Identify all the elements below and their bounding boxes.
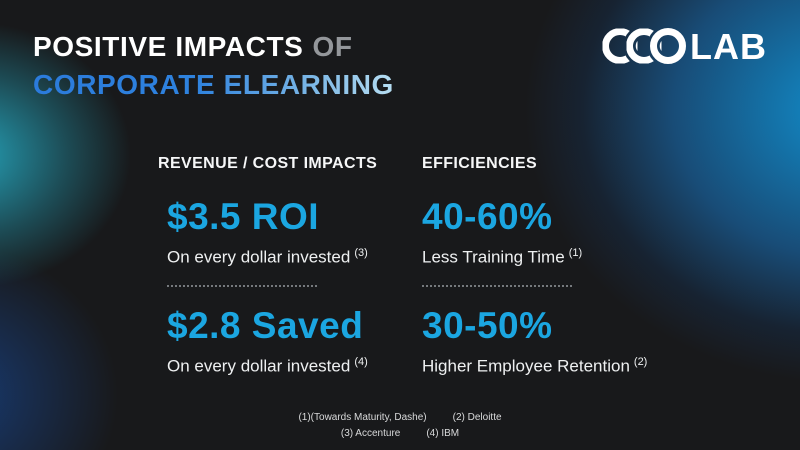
column-heading-efficiencies: EFFICIENCIES [422, 155, 538, 172]
dotted-divider-left [167, 284, 317, 287]
logo-wordmark: LAB [690, 26, 767, 66]
footnote-item-2: (2) Deloitte [452, 412, 502, 423]
footnote-ref-4: (4) [354, 355, 368, 368]
stat-roi: $3.5 ROI On every dollar invested (3) [167, 197, 408, 268]
footnote-ref-3: (3) [354, 247, 368, 259]
stat-label-text: Higher Employee Retention [422, 356, 630, 376]
dotted-divider-right [422, 284, 572, 287]
stat-retention: 30-50% Higher Employee Retention (2) [422, 306, 722, 377]
stat-label-training-time: Less Training Time (1) [422, 243, 722, 268]
stat-label-roi: On every dollar invested (3) [167, 243, 408, 268]
stat-label-saved: On every dollar invested (4) [167, 352, 408, 377]
stat-value-saved: $2.8 Saved [167, 304, 364, 346]
stat-label-text: On every dollar invested [167, 247, 351, 267]
column-heading-revenue: REVENUE / COST IMPACTS [158, 155, 378, 172]
footnote-line-1: (1)(Towards Maturity, Dashe) (2) Deloitte [0, 410, 800, 426]
stat-label-retention: Higher Employee Retention (2) [422, 352, 722, 377]
column-revenue-cost: REVENUE / COST IMPACTS $3.5 ROI On every… [158, 155, 408, 376]
logo-rings-icon: LAB [602, 26, 767, 66]
column-efficiencies: EFFICIENCIES 40-60% Less Training Time (1… [422, 155, 722, 376]
stat-value-training-time: 40-60% [422, 196, 553, 237]
stat-value-roi: $3.5 ROI [167, 196, 320, 237]
footnote-item-3: (3) Accenture [340, 428, 401, 439]
stat-saved: $2.8 Saved On every dollar invested (4) [167, 306, 408, 377]
stat-training-time: 40-60% Less Training Time (1) [422, 197, 722, 268]
stat-value-retention: 30-50% [422, 304, 553, 346]
footnote-item-1: (1)(Towards Maturity, Dashe) [298, 412, 427, 423]
stat-label-text: On every dollar invested [167, 356, 351, 376]
ooolab-logo: LAB [600, 26, 776, 66]
footnote-item-4: (4) IBM [426, 428, 460, 439]
footnote-ref-1: (1) [568, 247, 583, 259]
title-line1-accent: OF [312, 31, 353, 62]
title-line-2: CORPORATE ELEARNING [33, 66, 394, 104]
footnotes: (1)(Towards Maturity, Dashe) (2) Deloitte… [0, 410, 800, 442]
slide-title: POSITIVE IMPACTS OF CORPORATE ELEARNING [33, 28, 394, 104]
stat-label-text: Less Training Time [422, 247, 565, 267]
footnote-line-2: (3) Accenture (4) IBM [0, 426, 800, 442]
title-line1-main: POSITIVE IMPACTS [33, 31, 304, 62]
title-line-1: POSITIVE IMPACTS OF [33, 28, 394, 66]
footnote-ref-2: (2) [633, 355, 648, 368]
